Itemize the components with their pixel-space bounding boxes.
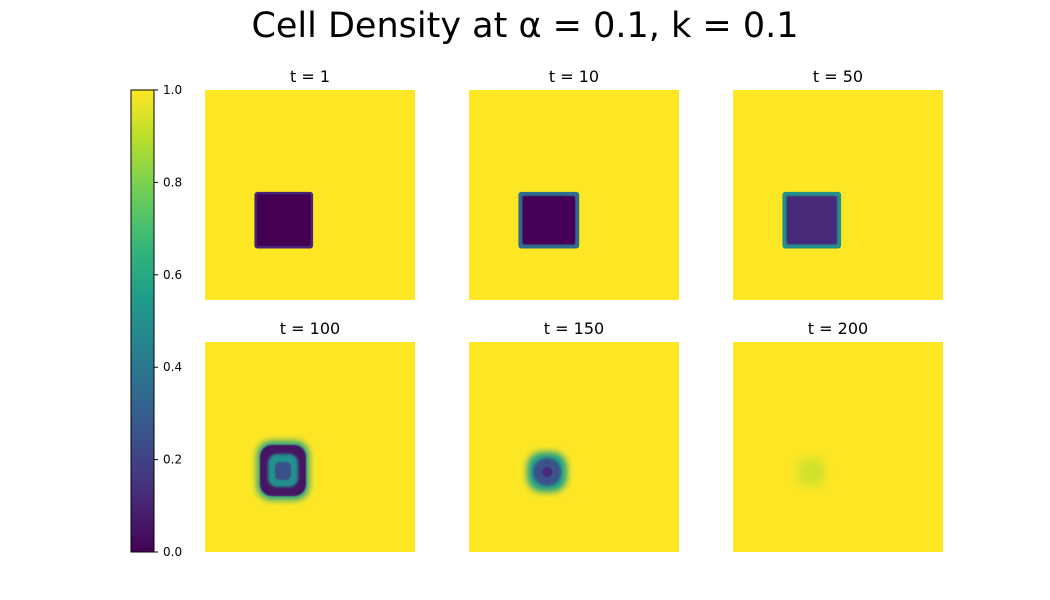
panel-title: t = 10	[549, 67, 599, 86]
colorbar-tick-label: 1.0	[163, 83, 182, 97]
heatmap-panel-2: t = 10	[469, 67, 679, 300]
heatmap-panel-3: t = 50	[733, 67, 943, 300]
density-center	[275, 462, 291, 480]
colorbar: 0.0 0.2 0.4 0.6 0.8 1.0	[130, 83, 182, 559]
colorbar-tick-label: 0.4	[163, 360, 182, 374]
colorbar-tick-label: 0.6	[163, 268, 182, 282]
panel-title: t = 200	[808, 319, 868, 338]
density-core	[786, 195, 838, 245]
density-core	[522, 195, 576, 245]
colorbar-tick-label: 0.0	[163, 545, 182, 559]
panel-background	[733, 342, 943, 552]
density-remnant	[796, 457, 826, 487]
panel-background	[469, 342, 679, 552]
panel-title: t = 1	[290, 67, 330, 86]
panel-title: t = 150	[544, 319, 604, 338]
figure-title: Cell Density at α = 0.1, k = 0.1	[251, 6, 799, 46]
heatmap-panel-6: t = 200	[733, 319, 943, 552]
density-center	[542, 467, 552, 477]
colorbar-tick-label: 0.8	[163, 175, 182, 189]
density-core	[256, 194, 311, 246]
heatmap-panel-4: t = 100	[205, 319, 415, 552]
heatmap-panel-1: t = 1	[205, 67, 415, 300]
panel-title: t = 50	[813, 67, 863, 86]
panel-title: t = 100	[280, 319, 340, 338]
colorbar-gradient	[130, 89, 155, 553]
heatmap-panel-5: t = 150	[469, 319, 679, 552]
colorbar-tick-label: 0.2	[163, 453, 182, 467]
panel-background	[205, 342, 415, 552]
